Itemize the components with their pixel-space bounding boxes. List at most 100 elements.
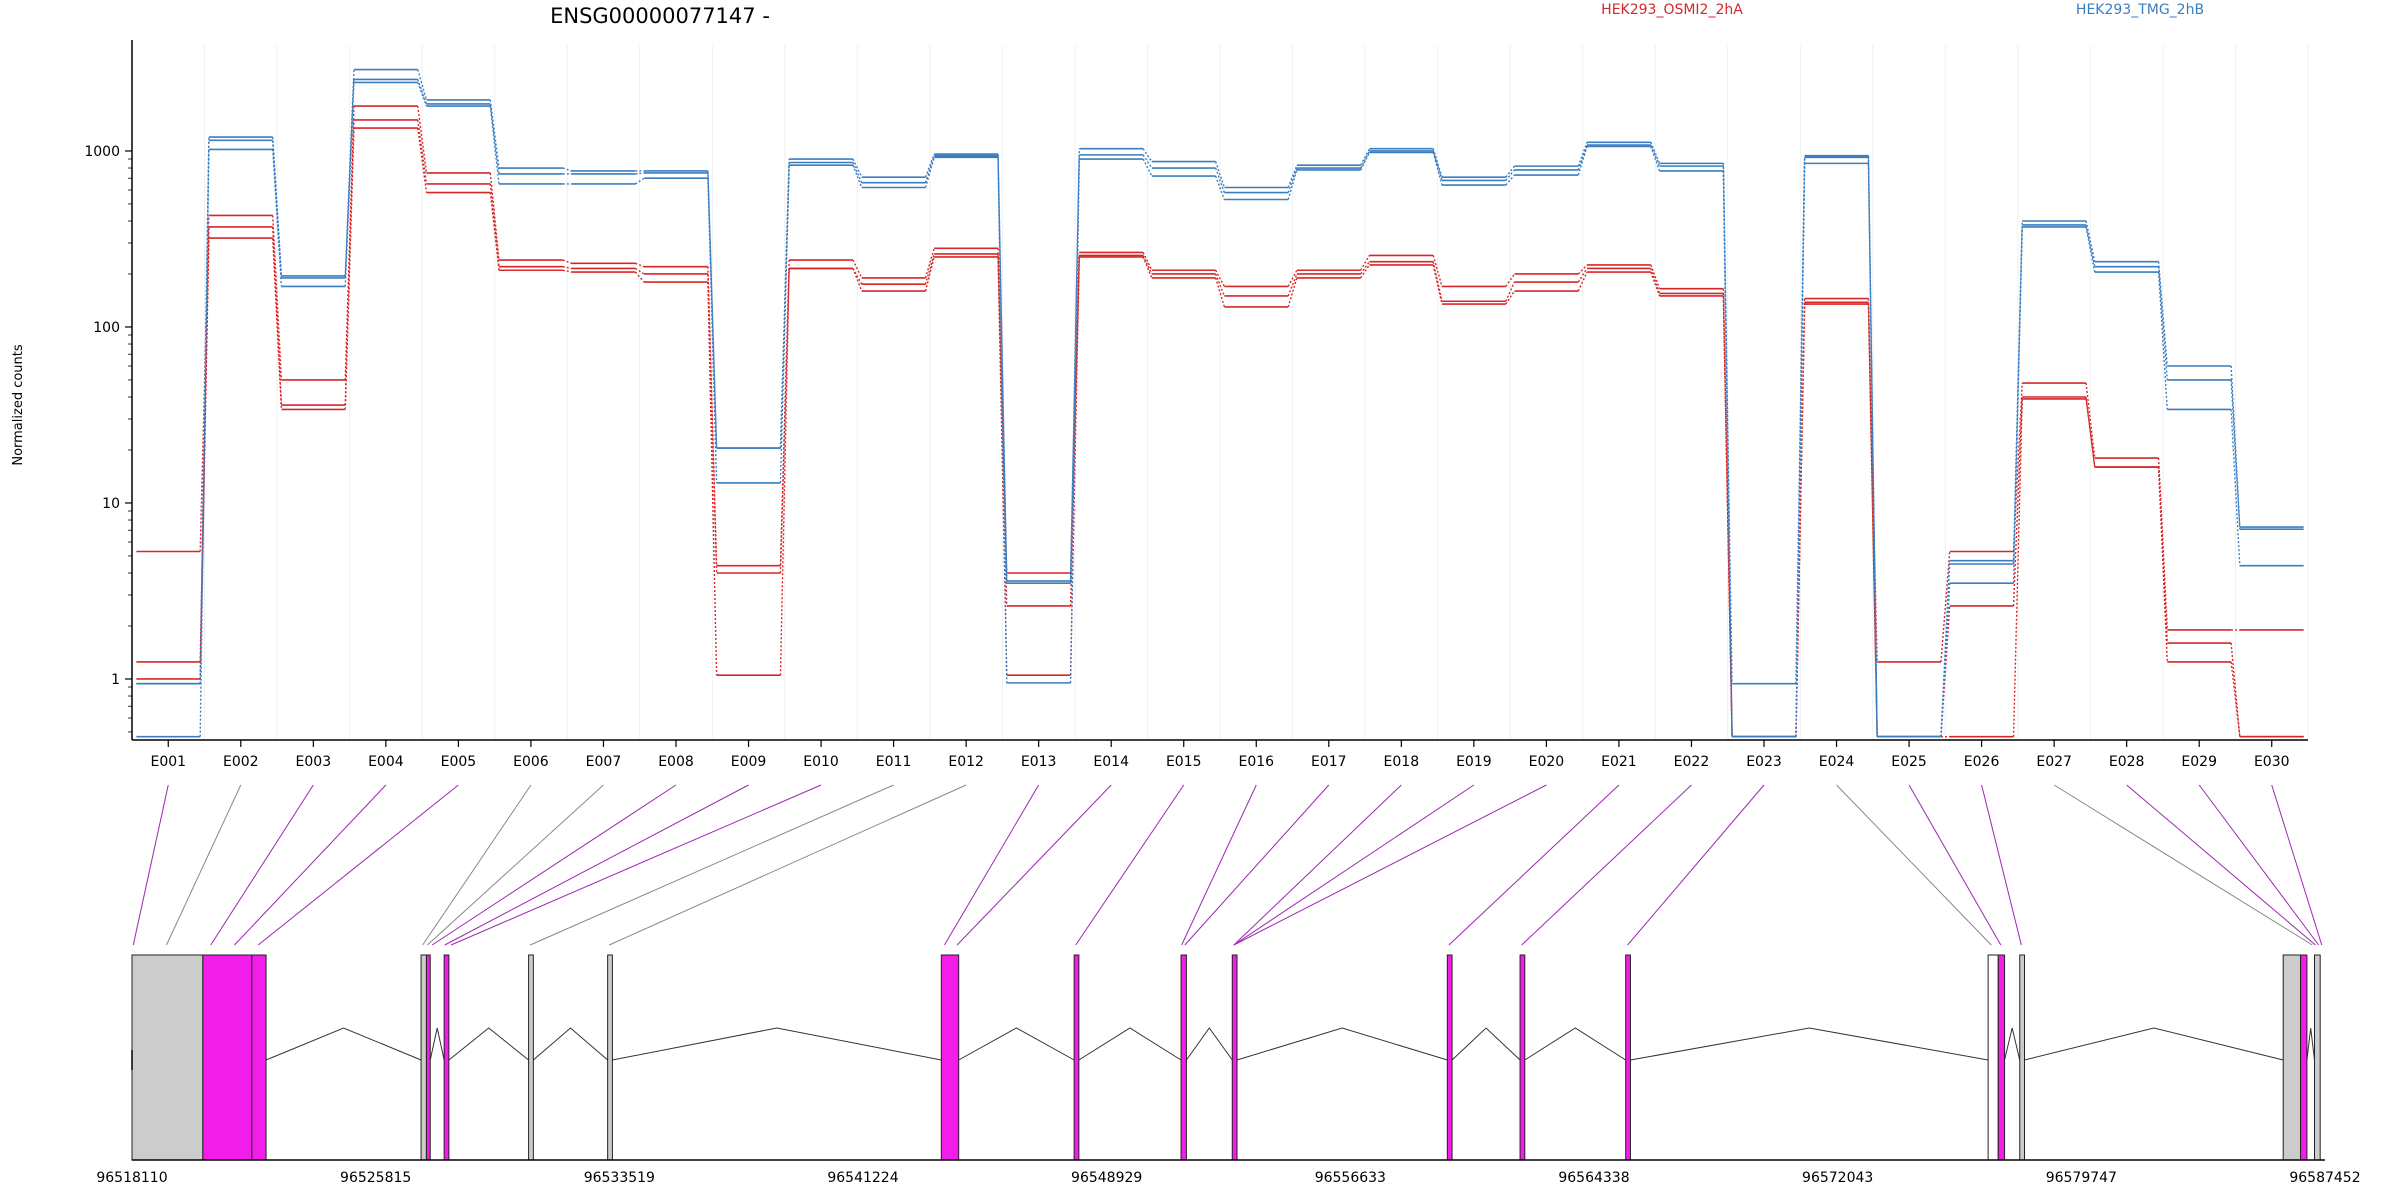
x-tick-label: E028: [2109, 754, 2145, 770]
exon-block: [251, 954, 267, 1161]
series-connector: [1214, 277, 1226, 308]
genomic-tick-label: 96525815: [340, 1170, 411, 1186]
exon-connector: [2126, 784, 2316, 946]
series-connector: [562, 167, 572, 172]
gene-model: [131, 954, 2321, 1161]
exon-connector: [1233, 784, 1475, 946]
series-connector: [1940, 583, 1951, 737]
series-connector: [272, 238, 283, 410]
exon-connector: [1448, 784, 1620, 946]
series-connector: [1432, 148, 1443, 178]
exon-connector: [2053, 784, 2313, 946]
x-tick-label: E002: [223, 754, 259, 770]
series-connector: [1360, 150, 1371, 169]
genomic-tick-label: 96587452: [2289, 1170, 2360, 1186]
series-connector: [1867, 163, 1878, 737]
series-connector: [1577, 268, 1588, 283]
x-tick-label: E008: [658, 754, 694, 770]
genomic-tick-label: 96548929: [1071, 1170, 1142, 1186]
series-connector: [562, 259, 572, 264]
y-tick-label: 100: [93, 320, 120, 336]
y-axis-label: Normalized counts: [11, 344, 26, 466]
exon-block: [131, 954, 204, 1161]
series-connector: [344, 128, 355, 410]
series-connector: [924, 256, 935, 292]
series-connector: [1650, 264, 1661, 289]
x-tick-label: E017: [1311, 754, 1347, 770]
exon-connector: [1627, 784, 1765, 946]
genomic-coordinate-axis: 96518110 96525815 96533519 96541224 96548929…: [96, 1159, 2361, 1186]
series-connector: [1940, 551, 1951, 662]
series-connector: [707, 266, 718, 566]
series-connector: [707, 282, 718, 676]
exon-block: [1231, 954, 1238, 1161]
series-connector: [417, 79, 428, 105]
exon-block: [202, 954, 253, 1161]
x-tick-label: E009: [731, 754, 767, 770]
x-tick-label: E027: [2036, 754, 2072, 770]
intron-line: [265, 1027, 422, 1061]
series-connector: [1432, 152, 1443, 186]
series-5: [136, 81, 2304, 738]
grid-layer: [131, 45, 2309, 740]
series-connector: [1142, 154, 1153, 169]
exon-connector: [132, 784, 169, 946]
exon-block: [420, 954, 427, 1161]
x-tick-label: E030: [2254, 754, 2290, 770]
x-tick-label: E023: [1746, 754, 1782, 770]
exon-block: [1073, 954, 1080, 1161]
exon-connector: [956, 784, 1112, 946]
series-connector: [2157, 272, 2168, 410]
intron-line: [612, 1027, 942, 1061]
x-tick-label: E010: [803, 754, 839, 770]
exon-block: [2300, 954, 2308, 1161]
exon-block: [1625, 954, 1631, 1161]
series-layer: [136, 68, 2304, 738]
x-tick-label: E026: [1964, 754, 2000, 770]
exon-connector: [1836, 784, 1992, 946]
x-tick-label: E014: [1093, 754, 1129, 770]
exon-block: [2019, 954, 2025, 1161]
x-tick-label: E011: [876, 754, 912, 770]
intron-line: [1524, 1027, 1626, 1061]
series-connector: [1432, 264, 1443, 305]
exon-block: [2314, 954, 2321, 1161]
exon-connector: [257, 784, 459, 946]
exon-connector: [427, 784, 604, 946]
series-connector: [417, 119, 428, 184]
y-axis: 1 10 100 1000: [84, 40, 133, 740]
series-connector: [1214, 161, 1226, 188]
series-connector: [1142, 255, 1153, 275]
series-connector: [489, 105, 500, 184]
series-connector: [924, 157, 935, 188]
series-connector: [489, 172, 500, 261]
intron-line: [1236, 1027, 1448, 1061]
intron-line: [429, 1027, 445, 1061]
x-tick-label: E019: [1456, 754, 1492, 770]
series-connector: [2012, 396, 2023, 606]
series-connector: [1069, 159, 1080, 683]
series-connector: [1577, 142, 1588, 167]
x-tick-label: E001: [150, 754, 186, 770]
exon-connector: [2271, 784, 2323, 946]
legend-entry-osmi2: HEK293_OSMI2_2hA: [1601, 2, 1743, 18]
series-connector: [1795, 163, 1806, 737]
exon-connector: [210, 784, 314, 946]
exon-block: [528, 954, 534, 1161]
exon-block: [1987, 954, 1999, 1161]
exon-connector-layer: [132, 784, 2323, 946]
exon-connector: [1521, 784, 1692, 946]
x-tick-label: E005: [441, 754, 477, 770]
x-tick-label: E021: [1601, 754, 1637, 770]
series-connector: [1722, 295, 1733, 737]
series-connector: [1577, 146, 1588, 176]
exon-connector: [529, 784, 894, 946]
x-tick-label: E029: [2181, 754, 2217, 770]
x-tick-label: E024: [1819, 754, 1855, 770]
series-connector: [1577, 271, 1588, 292]
series-connector: [199, 149, 210, 737]
x-axis: E001 E002 E003 E004 E005 E006 E007 E008 E009 E010…: [132, 739, 2308, 770]
y-tick-label: 1: [111, 672, 120, 688]
exon-connector: [2198, 784, 2320, 946]
series-connector: [417, 82, 428, 107]
